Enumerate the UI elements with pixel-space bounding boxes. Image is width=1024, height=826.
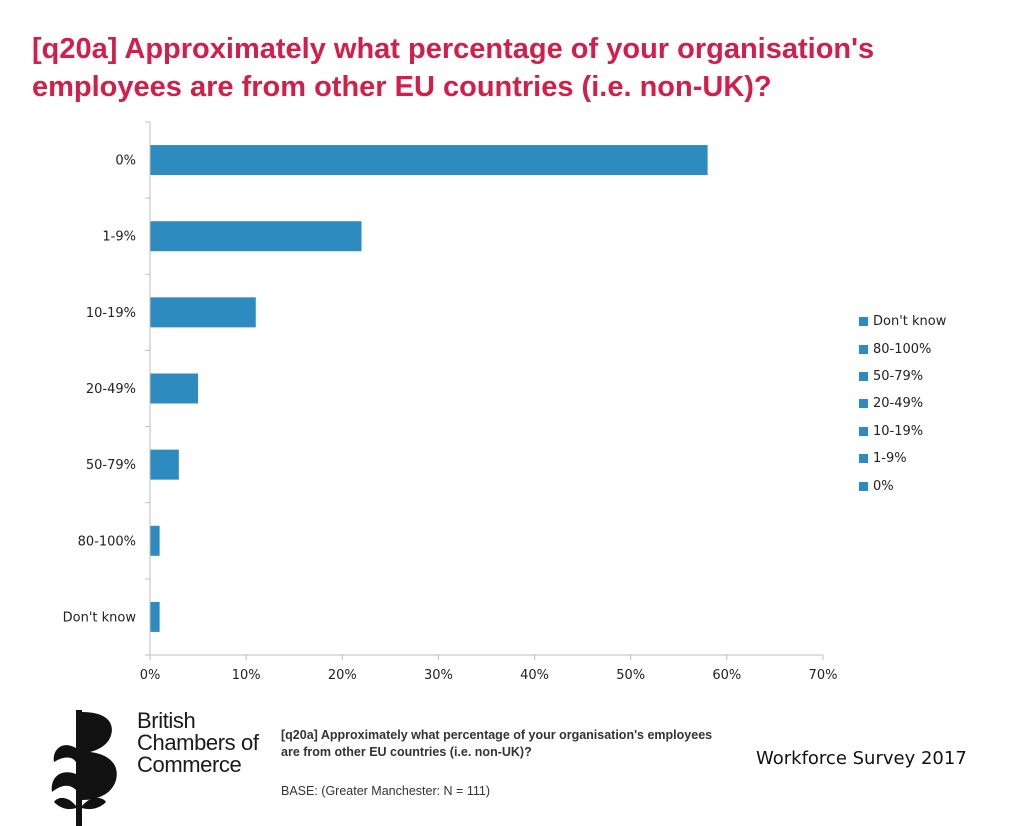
legend-label: 0%	[873, 478, 894, 494]
y-tick-labels: 0% 1-9% 10-19% 20-49% 50-79% 80-100% Don't kno…	[63, 154, 137, 626]
page-title: [q20a] Approximately what percentage of …	[32, 33, 875, 103]
legend-entry: 20-49%	[859, 390, 946, 417]
bcc-logo-icon	[51, 710, 117, 826]
bar	[150, 449, 179, 480]
x-tick-label: 30%	[424, 668, 453, 683]
legend-entry: 0%	[859, 472, 946, 499]
legend-swatch	[859, 317, 868, 327]
x-tick-label: 50%	[616, 668, 645, 683]
legend-entry: Don't know	[859, 308, 946, 335]
legend-swatch	[859, 399, 868, 409]
y-tick-label: 0%	[115, 154, 136, 169]
legend-entry: 80-100%	[859, 335, 946, 362]
brand-line-1: British	[137, 708, 196, 733]
legend-swatch	[859, 481, 868, 491]
legend-label: 10-19%	[873, 423, 924, 439]
y-tick-label: 50-79%	[86, 458, 136, 473]
legend-swatch	[859, 426, 868, 436]
bars-group	[150, 145, 708, 632]
x-tick-label: 20%	[328, 668, 357, 683]
bar	[150, 221, 362, 252]
legend-label: 20-49%	[873, 396, 924, 412]
bar	[150, 525, 160, 556]
x-tick-label: 40%	[520, 668, 549, 683]
legend-swatch	[859, 371, 868, 381]
brand-name: British Chambers of Commerce	[137, 710, 259, 776]
footnote-question: [q20a] Approximately what percentage of …	[281, 728, 713, 759]
bar	[150, 145, 708, 176]
bar	[150, 373, 199, 404]
base-note: BASE: (Greater Manchester: N = 111)	[281, 784, 490, 798]
bar	[150, 601, 160, 632]
legend-swatch	[859, 344, 868, 354]
x-tick-label: 70%	[809, 668, 838, 683]
x-tick-label: 10%	[232, 668, 261, 683]
bar	[150, 297, 256, 328]
x-tick-label: 0%	[140, 668, 161, 683]
legend-label: Don't know	[873, 314, 947, 330]
bar-chart: 0% 1-9% 10-19% 20-49% 50-79% 80-100% Don't kno…	[63, 121, 838, 683]
legend-entry: 10-19%	[859, 418, 946, 445]
x-tick-label: 60%	[712, 668, 741, 683]
y-tick-label: 10-19%	[86, 306, 136, 321]
y-tick-label: 80-100%	[78, 534, 136, 549]
legend-entry: 50-79%	[859, 363, 946, 390]
legend-swatch	[859, 454, 868, 464]
survey-label: Workforce Survey 2017	[756, 748, 967, 769]
legend-label: 80-100%	[873, 341, 932, 357]
x-tick-labels: 0% 10% 20% 30% 40% 50% 60% 70%	[140, 668, 838, 683]
brand-line-3: Commerce	[137, 752, 242, 777]
y-tick-label: Don't know	[63, 610, 137, 625]
legend-entry: 1-9%	[859, 445, 946, 472]
brand-line-2: Chambers of	[137, 730, 259, 755]
y-tick-label: 20-49%	[86, 382, 136, 397]
legend-label: 50-79%	[873, 368, 924, 384]
y-tick-label: 1-9%	[102, 230, 136, 245]
chart-legend: Don't know 80-100% 50-79% 20-49% 10-19% 1-9% 0…	[859, 308, 946, 500]
legend-label: 1-9%	[873, 451, 907, 467]
axes-group	[145, 121, 824, 660]
